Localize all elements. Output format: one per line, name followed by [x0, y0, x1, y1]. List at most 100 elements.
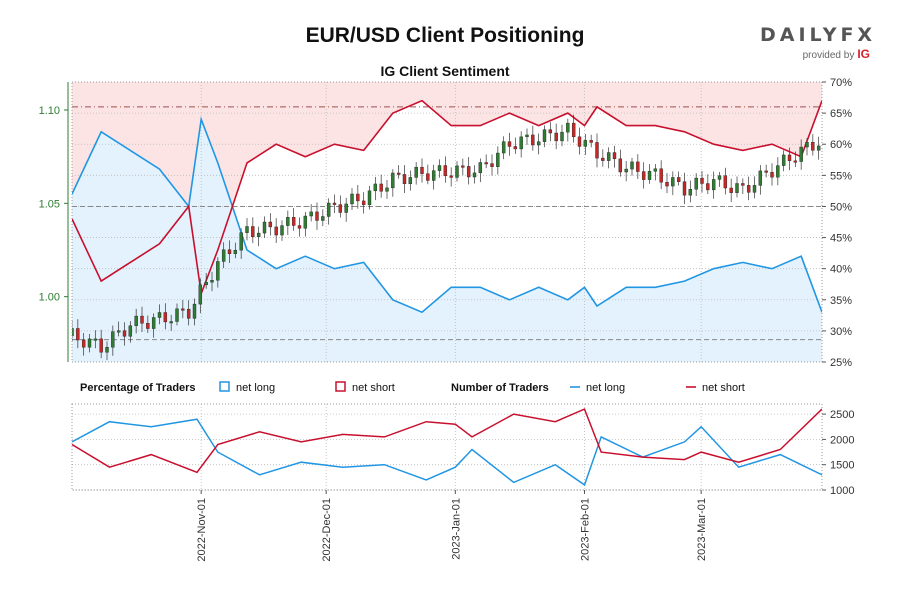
candle-down	[146, 323, 150, 329]
candle-up	[216, 261, 220, 281]
net-long-percent-line	[72, 116, 822, 314]
candle-up	[478, 162, 483, 174]
candle-up	[262, 221, 267, 234]
candle-down	[706, 183, 710, 191]
candle-up	[694, 177, 698, 190]
legend-percentage-heading: Percentage of Traders	[80, 382, 196, 394]
date-tick-label: 2022-Dec-01	[321, 498, 333, 562]
logo-attribution: provided by IG	[760, 47, 870, 61]
candle-up	[455, 165, 459, 178]
candle-up	[816, 145, 821, 151]
candle-up	[344, 203, 348, 213]
percent-tick-label: 60%	[830, 139, 852, 151]
trader-count-panel: 1000 1500 2000 2500	[71, 403, 854, 497]
count-tick-label: 2500	[830, 409, 854, 421]
candle-up	[72, 328, 74, 337]
candle-down	[770, 172, 774, 178]
candle-up	[134, 315, 138, 326]
count-tick-label: 1500	[830, 460, 854, 472]
legend-number-heading: Number of Traders	[451, 382, 549, 394]
candle-down	[361, 200, 366, 206]
main-plot-border	[71, 81, 823, 363]
candle-down	[379, 183, 383, 192]
candle-up	[735, 183, 739, 193]
candle-up	[367, 190, 372, 206]
legend-pct-short-label: net short	[352, 382, 395, 394]
candle-down	[99, 338, 103, 353]
price-tick-label: 1.00	[39, 292, 60, 304]
candle-down	[746, 185, 751, 193]
date-tick-label: 2023-Jan-01	[450, 498, 462, 560]
candle-up	[385, 187, 389, 192]
candle-up	[647, 171, 652, 180]
date-axis: 2022-Nov-01 2022-Dec-01 2023-Jan-01 2023-Fe…	[196, 490, 708, 562]
chart-title: EUR/USD Client Positioning	[305, 24, 585, 47]
candle-up	[781, 154, 786, 166]
candle-down	[636, 161, 640, 172]
candle-up	[175, 308, 179, 322]
candle-up	[536, 141, 541, 146]
candle-up	[157, 312, 162, 318]
legend-num-short-label: net short	[702, 382, 745, 394]
candle-down	[122, 330, 127, 337]
candle-down	[571, 122, 576, 138]
candle-down	[554, 132, 558, 142]
candle-up	[192, 303, 197, 319]
candle-up	[321, 216, 325, 221]
candle-down	[729, 187, 733, 193]
candle-down	[449, 175, 453, 178]
bottom-plot-border	[71, 403, 823, 491]
percent-tick-label: 35%	[830, 295, 852, 307]
candle-up	[221, 249, 226, 262]
candle-down	[274, 226, 278, 236]
candle-down	[396, 172, 401, 175]
candle-up	[711, 179, 716, 191]
candle-up	[624, 168, 628, 173]
net-short-percent-line	[72, 99, 822, 297]
candle-down	[461, 165, 465, 168]
candle-down	[426, 173, 430, 181]
dailyfx-logo[interactable]: DAILYFX provided by IG	[760, 24, 877, 61]
chart-subtitle: IG Client Sentiment	[380, 63, 510, 79]
candle-up	[151, 317, 156, 329]
candle-down	[641, 171, 646, 180]
logo-wordmark: DAILYFX	[760, 24, 877, 46]
candle-down	[811, 142, 815, 151]
candle-down	[163, 312, 168, 323]
candle-down	[601, 157, 605, 161]
candle-up	[671, 177, 675, 187]
candle-up	[303, 215, 308, 229]
candle-down	[484, 162, 488, 165]
legend: Percentage of Traders net long net short…	[80, 381, 745, 394]
candle-up	[245, 226, 249, 233]
candle-up	[606, 152, 611, 161]
candle-up	[560, 131, 564, 142]
candle-up	[309, 211, 313, 217]
trader-count-axis: 1000 1500 2000 2500	[822, 409, 854, 497]
candle-up	[391, 172, 395, 189]
date-tick-label: 2023-Mar-01	[696, 498, 708, 561]
candle-down	[589, 140, 593, 143]
percent-tick-label: 30%	[830, 326, 852, 338]
candle-up	[805, 142, 809, 148]
candle-up	[799, 146, 803, 162]
candle-down	[659, 168, 663, 183]
candle-down	[251, 226, 255, 238]
candle-down	[787, 154, 792, 162]
candle-down	[181, 308, 185, 311]
candle-down	[531, 134, 535, 146]
candle-down	[76, 328, 80, 341]
candle-up	[93, 338, 98, 341]
candle-up	[431, 170, 436, 181]
candle-up	[630, 161, 634, 170]
candle-up	[210, 280, 214, 283]
net-long-area	[72, 119, 822, 362]
price-tick-label: 1.05	[39, 198, 60, 210]
candle-up	[286, 217, 290, 226]
candle-up	[256, 232, 261, 238]
candle-up	[87, 338, 92, 348]
candle-up	[717, 175, 722, 180]
candle-down	[227, 249, 232, 254]
candle-down	[291, 217, 296, 226]
